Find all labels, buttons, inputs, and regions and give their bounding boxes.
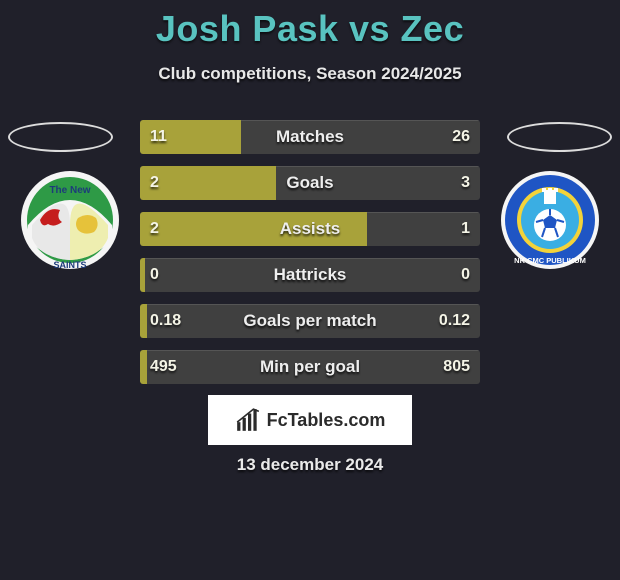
bar-fill: [140, 212, 367, 246]
bar-fill: [140, 304, 147, 338]
crest-right-svg: NK CMC PUBLIKUM: [500, 170, 600, 270]
date-text: 13 december 2024: [0, 455, 620, 475]
crest-left-svg: The New SAINTS: [20, 170, 120, 270]
svg-text:The New: The New: [49, 185, 90, 196]
bar-row: 0.180.12Goals per match: [140, 304, 480, 338]
bar-row: 00Hattricks: [140, 258, 480, 292]
page-title: Josh Pask vs Zec: [0, 0, 620, 50]
svg-text:SAINTS: SAINTS: [53, 260, 86, 270]
bar-row: 1126Matches: [140, 120, 480, 154]
bar-row: 495805Min per goal: [140, 350, 480, 384]
crest-left: The New SAINTS: [20, 170, 120, 270]
player-right-ellipse: [507, 122, 612, 152]
bar-fill: [140, 120, 241, 154]
bar-rest: [367, 212, 480, 246]
bar-row: 23Goals: [140, 166, 480, 200]
fctables-badge-text: FcTables.com: [267, 410, 386, 431]
bar-row: 21Assists: [140, 212, 480, 246]
bar-fill: [140, 166, 276, 200]
bar-rest: [241, 120, 480, 154]
bar-rest: [147, 304, 480, 338]
page-subtitle: Club competitions, Season 2024/2025: [0, 64, 620, 84]
bar-fill: [140, 350, 147, 384]
bar-rest: [276, 166, 480, 200]
fctables-logo-icon: [235, 407, 261, 433]
bar-rest: [145, 258, 480, 292]
crest-right: NK CMC PUBLIKUM: [500, 170, 600, 270]
bar-rest: [147, 350, 480, 384]
svg-text:NK CMC PUBLIKUM: NK CMC PUBLIKUM: [514, 256, 586, 265]
comparison-bars: 1126Matches 23Goals 21Assists 00Hattricks 0.…: [140, 120, 480, 396]
fctables-badge: FcTables.com: [208, 395, 412, 445]
player-left-ellipse: [8, 122, 113, 152]
